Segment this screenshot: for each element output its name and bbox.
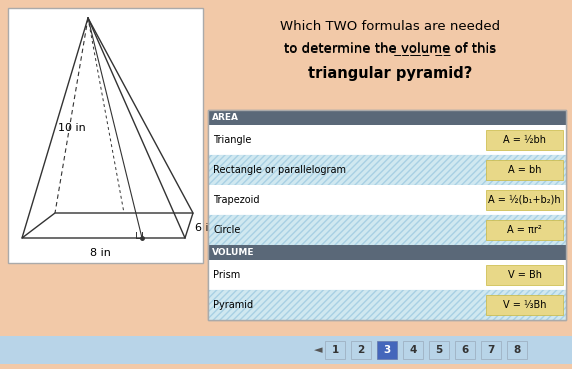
Text: 5: 5 (435, 345, 443, 355)
Text: Rectangle or parallelogram: Rectangle or parallelogram (213, 165, 346, 175)
FancyBboxPatch shape (208, 290, 566, 320)
Text: A = bh: A = bh (508, 165, 541, 175)
FancyBboxPatch shape (486, 130, 563, 150)
FancyBboxPatch shape (208, 245, 566, 260)
Text: A = πr²: A = πr² (507, 225, 542, 235)
Text: Triangle: Triangle (213, 135, 251, 145)
FancyBboxPatch shape (377, 341, 397, 359)
FancyBboxPatch shape (208, 185, 566, 215)
Text: 2: 2 (358, 345, 364, 355)
FancyBboxPatch shape (208, 110, 566, 125)
Text: 10 in: 10 in (58, 123, 86, 133)
FancyBboxPatch shape (325, 341, 345, 359)
Text: to determine the volume of this: to determine the volume of this (284, 42, 496, 55)
Text: to determine the volume of this: to determine the volume of this (284, 42, 496, 55)
FancyBboxPatch shape (0, 336, 572, 364)
FancyBboxPatch shape (351, 341, 371, 359)
FancyBboxPatch shape (486, 265, 563, 285)
FancyBboxPatch shape (486, 190, 563, 210)
FancyBboxPatch shape (208, 125, 566, 155)
FancyBboxPatch shape (208, 260, 566, 290)
FancyBboxPatch shape (208, 155, 566, 185)
FancyBboxPatch shape (208, 215, 566, 245)
Text: 4: 4 (410, 345, 416, 355)
Text: ◄: ◄ (314, 345, 322, 355)
Text: Circle: Circle (213, 225, 240, 235)
FancyBboxPatch shape (507, 341, 527, 359)
Text: 1: 1 (331, 345, 339, 355)
Text: triangular pyramid?: triangular pyramid? (308, 66, 472, 81)
Text: 3: 3 (383, 345, 391, 355)
FancyBboxPatch shape (208, 110, 566, 320)
Text: A = ½(b₁+b₂)h: A = ½(b₁+b₂)h (488, 195, 561, 205)
FancyBboxPatch shape (8, 8, 203, 263)
Text: A = ½bh: A = ½bh (503, 135, 546, 145)
FancyBboxPatch shape (486, 220, 563, 240)
Text: 6: 6 (462, 345, 468, 355)
Text: 6 in: 6 in (195, 223, 216, 233)
Text: V = Bh: V = Bh (507, 270, 542, 280)
FancyBboxPatch shape (481, 341, 501, 359)
Text: AREA: AREA (212, 113, 239, 122)
Text: VOLUME: VOLUME (212, 248, 255, 257)
Text: V = ⅓Bh: V = ⅓Bh (503, 300, 546, 310)
Text: Trapezoid: Trapezoid (213, 195, 260, 205)
FancyBboxPatch shape (403, 341, 423, 359)
Text: Which TWO formulas are needed: Which TWO formulas are needed (280, 20, 500, 33)
FancyBboxPatch shape (429, 341, 449, 359)
FancyBboxPatch shape (455, 341, 475, 359)
Text: to determine the ̲v̲o̲l̲u̲m̲e̲ of this: to determine the ̲v̲o̲l̲u̲m̲e̲ of this (284, 42, 496, 55)
Text: Pyramid: Pyramid (213, 300, 253, 310)
FancyBboxPatch shape (486, 160, 563, 180)
Text: 7: 7 (487, 345, 495, 355)
Text: 8: 8 (514, 345, 521, 355)
Text: 8 in: 8 in (90, 248, 110, 258)
Text: Prism: Prism (213, 270, 240, 280)
FancyBboxPatch shape (486, 295, 563, 315)
